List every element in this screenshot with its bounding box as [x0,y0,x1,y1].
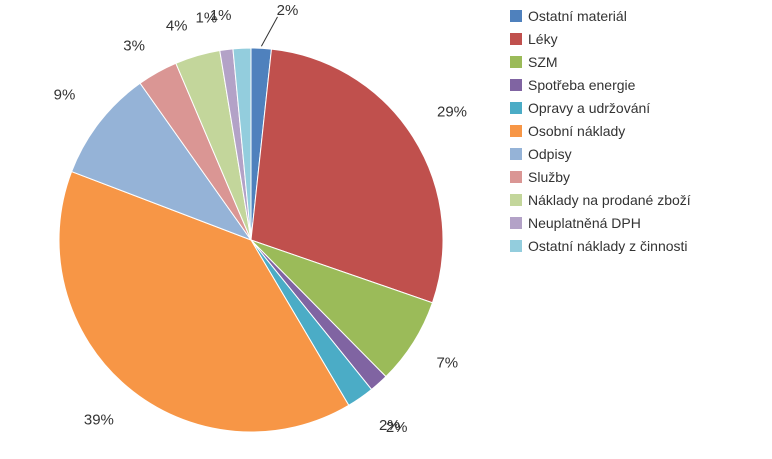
data-label-11: 1% [210,7,232,24]
legend-swatch [510,124,522,137]
legend-swatch [510,193,522,206]
legend-item: Léky [510,27,691,50]
legend-label: Odpisy [528,145,572,162]
pie-slices [58,47,444,433]
legend-item: Ostatní náklady z činnosti [510,234,691,257]
leader-line [260,16,278,47]
legend-swatch [510,170,522,183]
data-label-3: 7% [436,355,458,372]
legend-label: Opravy a udržování [528,99,651,116]
legend-swatch [510,216,522,229]
legend-swatch [510,32,522,45]
legend-item: Osobní náklady [510,119,691,142]
legend-label: SZM [528,53,558,70]
data-label-6: 39% [84,411,114,428]
data-label-4: 2% [386,419,408,436]
legend-swatch [510,9,522,22]
data-label-9: 4% [166,18,188,35]
pie-slice-6 [58,170,350,433]
pie-slice-2 [250,48,444,304]
legend-label: Osobní náklady [528,122,626,139]
data-label-5: 2% [379,417,401,434]
legend-item: Opravy a udržování [510,96,691,119]
legend-label: Náklady na prodané zboží [528,191,691,208]
legend-item: Náklady na prodané zboží [510,188,691,211]
legend-swatch [510,55,522,68]
legend-label: Léky [528,30,558,47]
legend-item: Ostatní materiál [510,4,691,27]
legend-label: Neuplatněná DPH [528,214,641,231]
legend-item: Neuplatněná DPH [510,211,691,234]
legend-label: Služby [528,168,571,185]
legend-label: Spotřeba energie [528,76,636,93]
data-label-8: 3% [123,38,145,55]
legend-swatch [510,101,522,114]
pie-data-labels: 2%29%7%2%2%39%9%3%4% 1%1% [54,2,467,436]
legend-swatch [510,239,522,252]
data-label-10: 1% [196,9,218,26]
pie-slice-11 [232,47,252,241]
legend-swatch [510,78,522,91]
pie-slice-7 [70,82,253,242]
legend-item: SZM [510,50,691,73]
legend-item: Služby [510,165,691,188]
data-label-2: 29% [437,103,467,120]
legend-label: Ostatní náklady z činnosti [528,237,688,254]
data-label-1: 2% [277,2,299,19]
data-label-7: 9% [54,86,76,103]
legend-label: Ostatní materiál [528,7,627,24]
legend-item: Spotřeba energie [510,73,691,96]
legend-swatch [510,147,522,160]
legend-item: Odpisy [510,142,691,165]
chart-legend: Ostatní materiál Léky SZM Spotřeba energie O… [510,4,691,257]
